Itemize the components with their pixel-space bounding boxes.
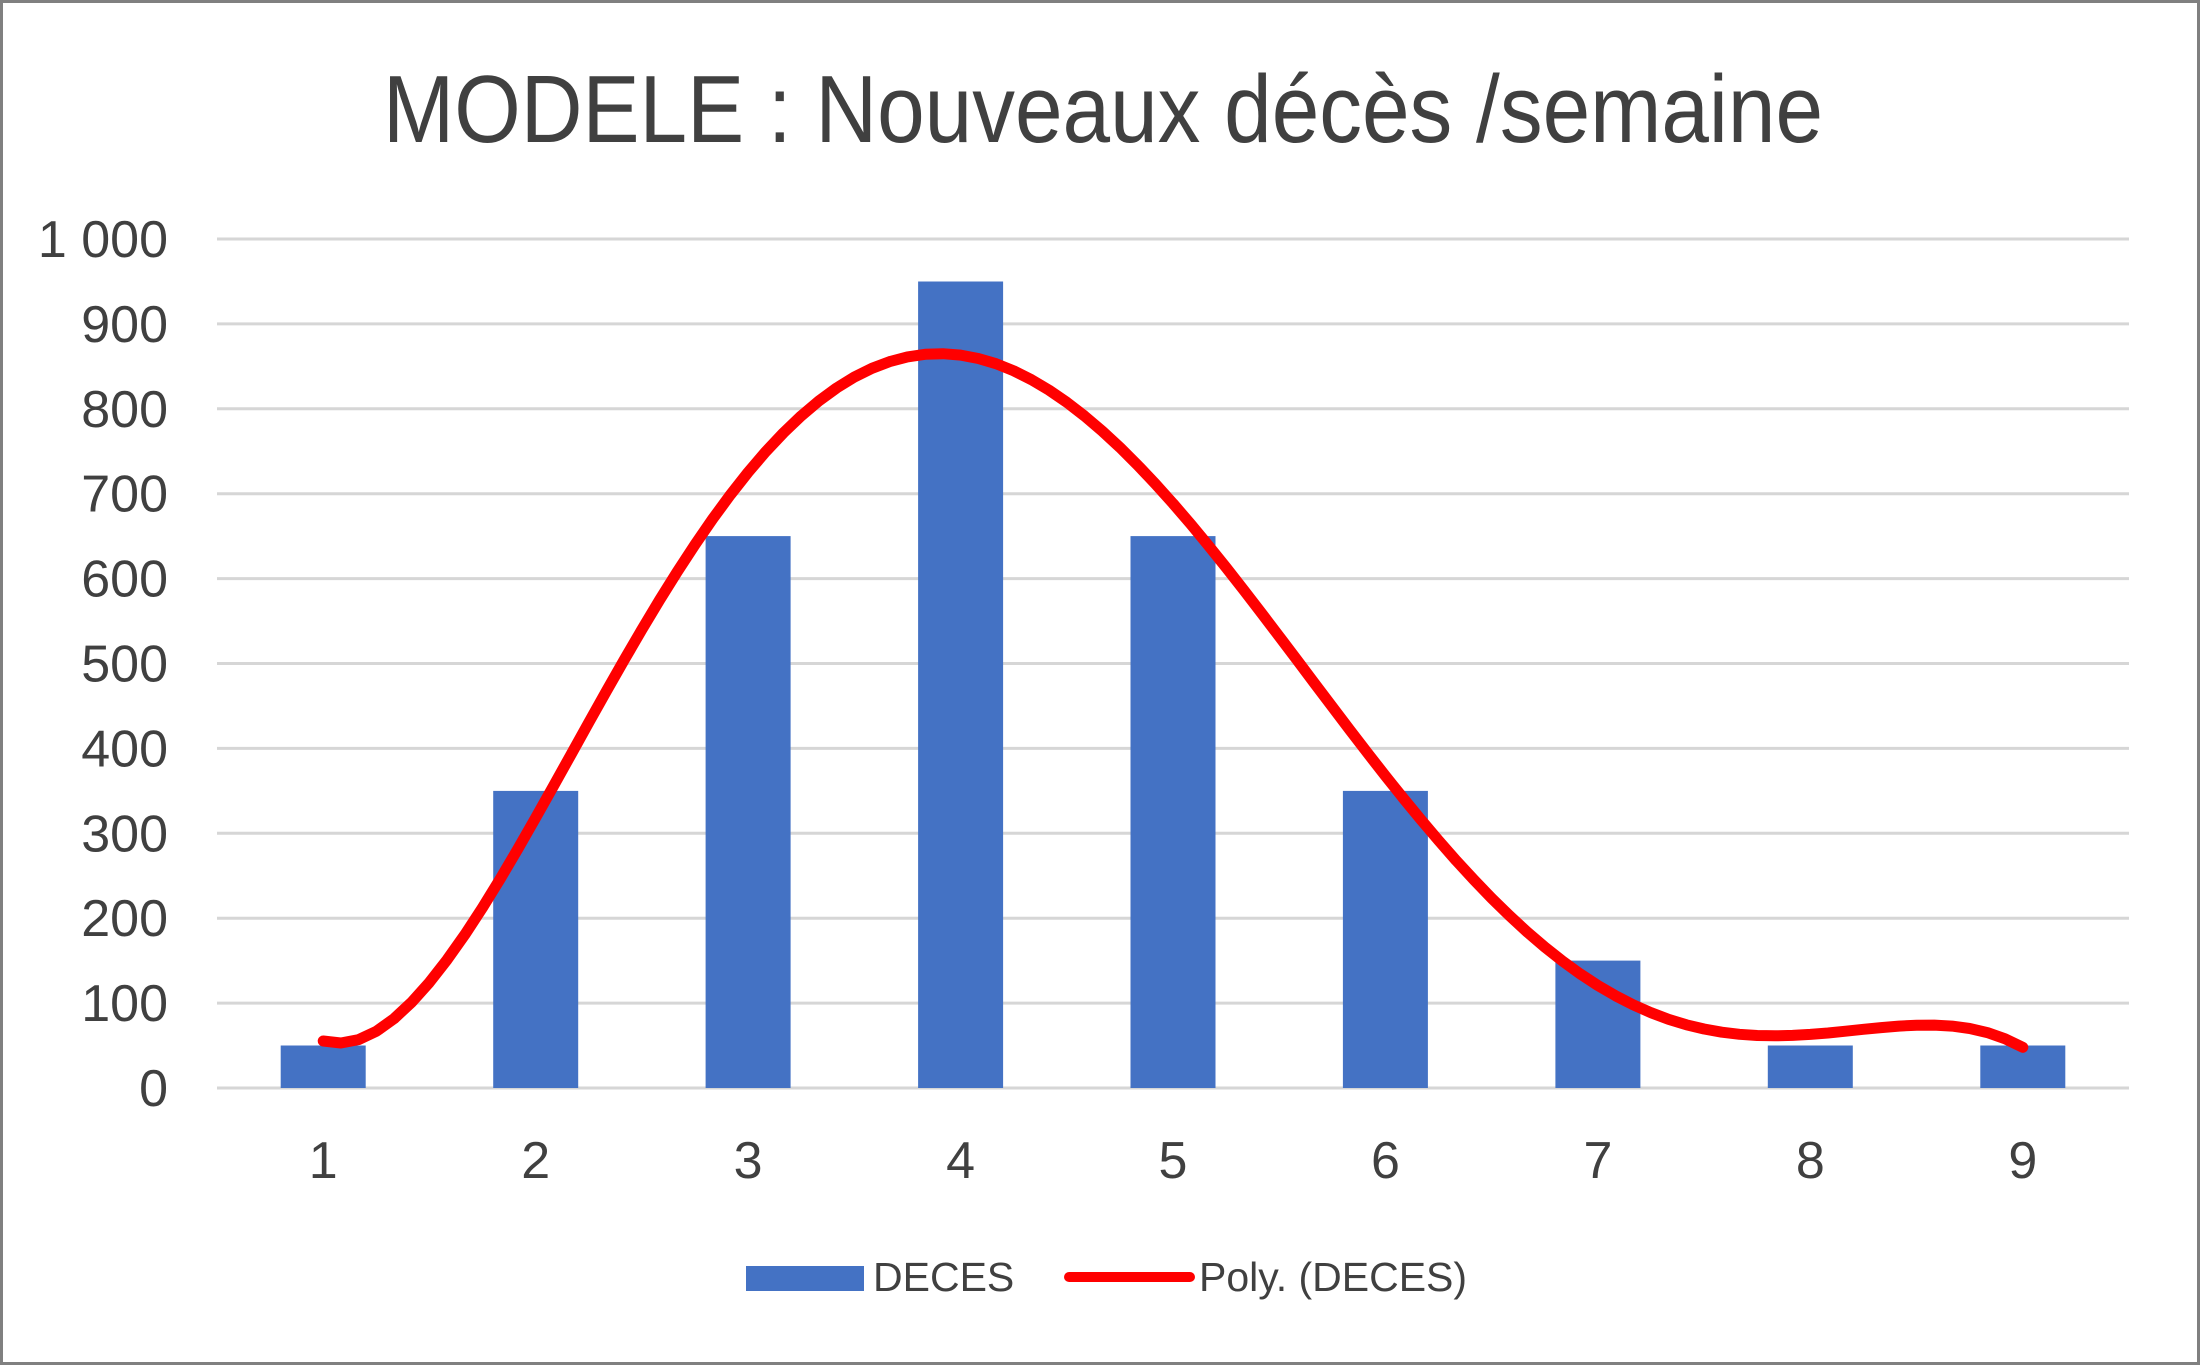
- svg-text:1 000: 1 000: [38, 211, 168, 269]
- svg-text:500: 500: [81, 636, 168, 694]
- svg-text:Poly. (DECES): Poly. (DECES): [1199, 1254, 1467, 1300]
- svg-text:900: 900: [81, 296, 168, 354]
- svg-text:9: 9: [2008, 1132, 2037, 1190]
- svg-text:6: 6: [1371, 1132, 1400, 1190]
- svg-text:2: 2: [521, 1132, 550, 1190]
- svg-text:0: 0: [139, 1060, 168, 1118]
- svg-text:600: 600: [81, 551, 168, 609]
- svg-text:4: 4: [946, 1132, 975, 1190]
- svg-text:700: 700: [81, 466, 168, 524]
- svg-text:8: 8: [1796, 1132, 1825, 1190]
- svg-text:DECES: DECES: [873, 1254, 1014, 1300]
- svg-text:200: 200: [81, 890, 168, 948]
- svg-text:3: 3: [734, 1132, 763, 1190]
- svg-text:1: 1: [309, 1132, 338, 1190]
- svg-text:400: 400: [81, 720, 168, 778]
- svg-text:MODELE : Nouveaux décès /semai: MODELE : Nouveaux décès /semaine: [383, 56, 1823, 163]
- svg-text:7: 7: [1583, 1132, 1612, 1190]
- svg-text:5: 5: [1159, 1132, 1188, 1190]
- svg-text:300: 300: [81, 805, 168, 863]
- svg-text:800: 800: [81, 381, 168, 439]
- svg-text:100: 100: [81, 975, 168, 1033]
